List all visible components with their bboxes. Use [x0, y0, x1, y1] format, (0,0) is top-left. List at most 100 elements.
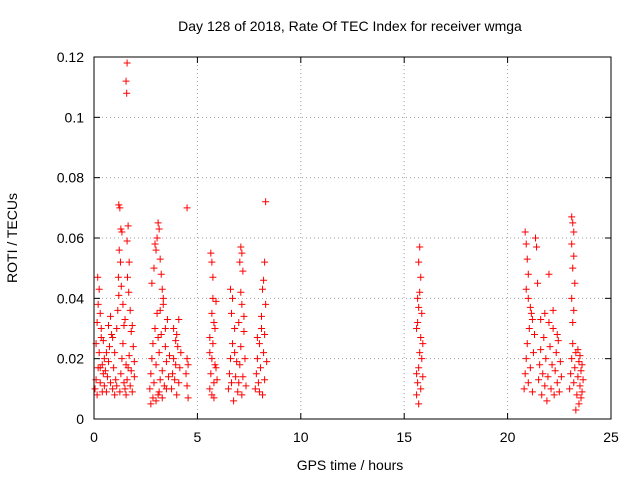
data-point — [543, 397, 551, 405]
data-point — [575, 358, 583, 366]
data-point — [574, 373, 582, 381]
data-point — [418, 309, 426, 317]
data-point — [102, 349, 110, 357]
data-point — [123, 59, 131, 67]
data-point — [206, 349, 214, 357]
data-point — [159, 300, 167, 308]
data-point — [541, 309, 549, 317]
data-point — [571, 279, 579, 287]
data-point — [419, 373, 427, 381]
data-point — [242, 382, 250, 390]
data-point — [154, 334, 162, 342]
data-point — [255, 340, 263, 348]
data-point — [206, 334, 214, 342]
data-point — [118, 355, 126, 363]
data-point — [533, 243, 541, 251]
data-point — [256, 364, 264, 372]
x-tick-label: 0 — [90, 429, 98, 445]
data-point — [146, 385, 154, 393]
data-point — [534, 279, 542, 287]
data-point — [545, 318, 553, 326]
data-point — [100, 355, 108, 363]
data-point — [156, 306, 164, 314]
data-point — [212, 297, 220, 305]
data-point — [101, 367, 109, 375]
data-point — [170, 325, 178, 332]
data-point — [537, 315, 545, 323]
data-point — [209, 273, 217, 281]
data-point — [545, 270, 553, 278]
y-tick-label: 0.12 — [57, 49, 84, 65]
data-point — [252, 370, 260, 378]
data-point — [233, 358, 241, 366]
data-point — [573, 391, 581, 399]
data-point — [263, 358, 271, 366]
data-point — [253, 334, 261, 342]
data-point — [552, 349, 560, 357]
data-point — [208, 355, 216, 363]
data-point — [173, 331, 181, 339]
data-point — [417, 334, 425, 342]
data-point — [175, 315, 183, 323]
data-point — [230, 397, 238, 405]
data-point — [568, 213, 576, 221]
data-point — [229, 294, 237, 302]
data-point — [103, 373, 111, 381]
data-point — [114, 306, 122, 314]
data-point — [549, 325, 557, 332]
data-point — [183, 382, 191, 390]
data-point — [260, 349, 268, 357]
data-point — [113, 325, 121, 332]
data-point — [258, 325, 266, 332]
axis-ticks: 0 5 10 15 20 25 0 0.02 0.04 0.06 0.08 0.1 0.12 — [57, 49, 619, 445]
data-point — [116, 204, 124, 212]
data-point — [96, 309, 104, 317]
data-point — [107, 379, 115, 387]
data-point — [235, 318, 243, 326]
data-point — [253, 355, 261, 363]
data-point — [168, 385, 176, 393]
data-point — [126, 382, 134, 390]
data-point — [529, 349, 537, 357]
data-point — [93, 318, 101, 326]
data-point — [523, 340, 531, 348]
data-point — [91, 385, 99, 393]
data-point — [149, 340, 157, 348]
data-point — [150, 264, 158, 272]
data-point — [547, 385, 555, 393]
data-point — [415, 364, 423, 372]
data-points — [91, 59, 587, 414]
data-point — [170, 355, 178, 363]
data-point — [262, 198, 270, 206]
data-point — [95, 349, 103, 357]
data-point — [209, 340, 217, 348]
data-point — [172, 361, 180, 369]
data-point — [125, 258, 133, 266]
data-point — [240, 328, 248, 336]
data-point — [416, 349, 424, 357]
data-point — [93, 391, 101, 399]
data-point — [124, 364, 132, 372]
data-point — [572, 406, 580, 414]
data-point — [239, 373, 247, 381]
data-point — [154, 219, 162, 227]
data-point — [570, 379, 578, 387]
data-point — [574, 346, 582, 354]
data-point — [238, 249, 246, 257]
data-point — [417, 273, 425, 281]
data-point — [114, 273, 122, 281]
data-point — [254, 379, 262, 387]
x-axis-label: GPS time / hours — [297, 457, 404, 473]
data-point — [109, 334, 117, 342]
data-point — [94, 300, 102, 308]
data-point — [569, 318, 577, 326]
data-point — [161, 325, 169, 332]
data-point — [152, 361, 160, 369]
y-tick-label: 0.1 — [65, 109, 85, 125]
data-point — [532, 234, 540, 242]
data-point — [117, 225, 125, 233]
data-point — [571, 364, 579, 372]
data-point — [225, 370, 233, 378]
data-point — [102, 388, 110, 396]
data-point — [231, 349, 239, 357]
